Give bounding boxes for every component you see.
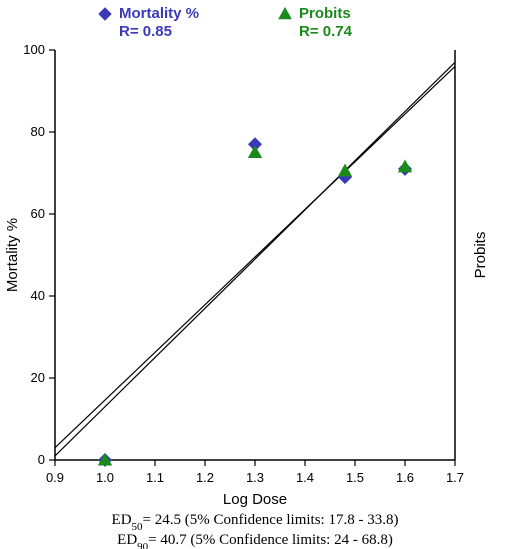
legend-probits-r: R= 0.74 xyxy=(299,23,353,40)
svg-text:1.1: 1.1 xyxy=(146,470,164,485)
svg-text:1.7: 1.7 xyxy=(446,470,464,485)
svg-text:60: 60 xyxy=(31,206,45,221)
svg-text:1.3: 1.3 xyxy=(246,470,264,485)
caption-ed90: ED90= 40.7 (5% Confidence limits: 24 - 6… xyxy=(117,532,393,549)
svg-text:1.0: 1.0 xyxy=(96,470,114,485)
triangle-marker xyxy=(399,161,412,172)
y-right-label: Probits xyxy=(472,232,489,279)
svg-text:80: 80 xyxy=(31,124,45,139)
svg-text:1.2: 1.2 xyxy=(196,470,214,485)
caption-ed50: ED50= 24.5 (5% Confidence limits: 17.8 -… xyxy=(112,512,399,533)
svg-text:1.5: 1.5 xyxy=(346,470,364,485)
triangle-marker xyxy=(249,146,262,157)
svg-text:40: 40 xyxy=(31,288,45,303)
y-left-label: Mortality % xyxy=(4,218,21,292)
legend-mortality: Mortality % xyxy=(119,5,199,22)
svg-text:0: 0 xyxy=(38,452,45,467)
legend-probits: Probits xyxy=(299,5,351,22)
dose-response-chart: 0.9 1.0 1.1 1.2 1.3 1.4 1.5 1.6 1.7 0 20 40 60 80 100 L… xyxy=(0,0,505,549)
chart-container: 0.9 1.0 1.1 1.2 1.3 1.4 1.5 1.6 1.7 0 20 40 60 80 100 L… xyxy=(0,0,505,549)
legend-mortality-r: R= 0.85 xyxy=(119,23,172,40)
x-axis-label: Log Dose xyxy=(223,491,287,508)
svg-text:1.6: 1.6 xyxy=(396,470,414,485)
svg-text:0.9: 0.9 xyxy=(46,470,64,485)
svg-text:100: 100 xyxy=(23,42,45,57)
svg-text:20: 20 xyxy=(31,370,45,385)
svg-text:1.4: 1.4 xyxy=(296,470,314,485)
